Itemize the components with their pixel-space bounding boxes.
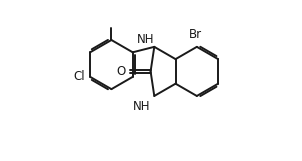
Text: O: O [117, 65, 126, 78]
Text: Cl: Cl [73, 70, 85, 83]
Text: Br: Br [189, 28, 202, 41]
Text: NH: NH [133, 100, 151, 113]
Text: NH: NH [137, 33, 154, 46]
